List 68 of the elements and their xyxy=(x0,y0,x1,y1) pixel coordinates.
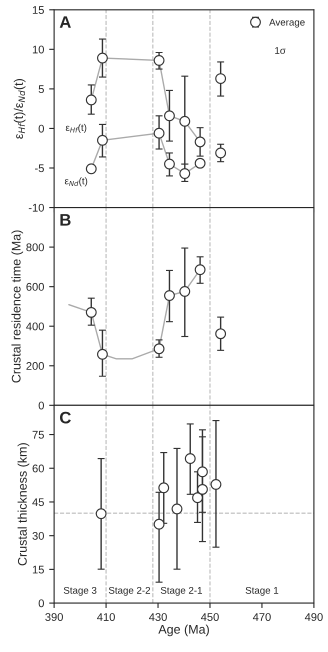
point xyxy=(184,453,196,464)
point xyxy=(192,492,203,504)
point xyxy=(96,508,107,520)
y-tick-label: 45 xyxy=(32,498,44,506)
x-tick-label: 470 xyxy=(252,613,271,621)
chart-title: B xyxy=(60,214,71,226)
point xyxy=(194,136,206,148)
chart-title: A xyxy=(60,16,71,28)
point xyxy=(197,466,208,478)
y-tick-label: 15 xyxy=(32,6,44,14)
point xyxy=(97,348,108,360)
y-axis-title: Crustal residence time (Ma) xyxy=(11,230,24,383)
y-tick-label: 0 xyxy=(38,599,44,608)
point xyxy=(164,158,175,170)
x-tick-label: 490 xyxy=(304,613,323,621)
point xyxy=(215,73,226,84)
y-tick-label: 5 xyxy=(38,85,44,94)
annotation: Stage 1 xyxy=(246,586,278,596)
point xyxy=(97,52,108,64)
point xyxy=(158,482,170,494)
annotation: ε$_{Hf}$(t) xyxy=(66,124,86,133)
y-tick-label: -5 xyxy=(35,164,44,172)
point xyxy=(164,110,175,122)
annotation: Stage 2-2 xyxy=(108,586,150,596)
y-tick-label: 30 xyxy=(32,532,44,540)
point xyxy=(172,504,182,514)
point xyxy=(97,134,108,146)
point xyxy=(194,158,206,169)
y-tick-label: 75 xyxy=(32,430,44,439)
point xyxy=(210,479,222,490)
point xyxy=(179,116,190,127)
point xyxy=(197,484,208,495)
point xyxy=(154,128,164,139)
y-tick-label: 0 xyxy=(38,402,44,410)
point xyxy=(215,148,226,158)
x-tick-label: 430 xyxy=(149,613,167,621)
y-tick-label: 800 xyxy=(26,243,44,252)
y-tick-label: 10 xyxy=(32,46,44,54)
annotation: 1σ xyxy=(275,47,286,54)
point xyxy=(154,54,164,66)
chart-title: C xyxy=(60,412,71,424)
y-axis-title: ε$_{Hf}$(t)/ε$_{Nd}$(t) xyxy=(14,79,26,139)
x-axis-title: Age (Ma) xyxy=(158,624,209,636)
point xyxy=(215,328,226,340)
annotation: Stage 3 xyxy=(64,586,96,596)
y-tick-label: 0 xyxy=(38,124,44,133)
point xyxy=(164,290,175,301)
x-tick-label: 450 xyxy=(200,613,219,621)
annotation: Stage 2-1 xyxy=(160,586,202,596)
y-axis-title: Crustal thickness (km) xyxy=(18,443,30,566)
y-tick-label: -10 xyxy=(28,204,44,212)
point xyxy=(154,343,164,354)
x-tick-label: 390 xyxy=(45,613,63,621)
point xyxy=(86,163,97,174)
point xyxy=(154,518,164,530)
annotation: ε$_{Nd}$(t) xyxy=(64,177,88,186)
y-tick-label: 600 xyxy=(26,282,44,291)
y-tick-label: 200 xyxy=(26,362,44,370)
y-tick-label: 15 xyxy=(32,566,44,574)
legend-label: Average xyxy=(269,18,305,28)
point xyxy=(86,306,97,318)
point xyxy=(86,94,97,106)
point xyxy=(179,168,190,179)
point xyxy=(194,264,206,276)
y-tick-label: 400 xyxy=(26,322,44,330)
x-tick-label: 410 xyxy=(97,613,115,621)
y-tick-label: 60 xyxy=(32,464,44,472)
point xyxy=(179,286,190,297)
